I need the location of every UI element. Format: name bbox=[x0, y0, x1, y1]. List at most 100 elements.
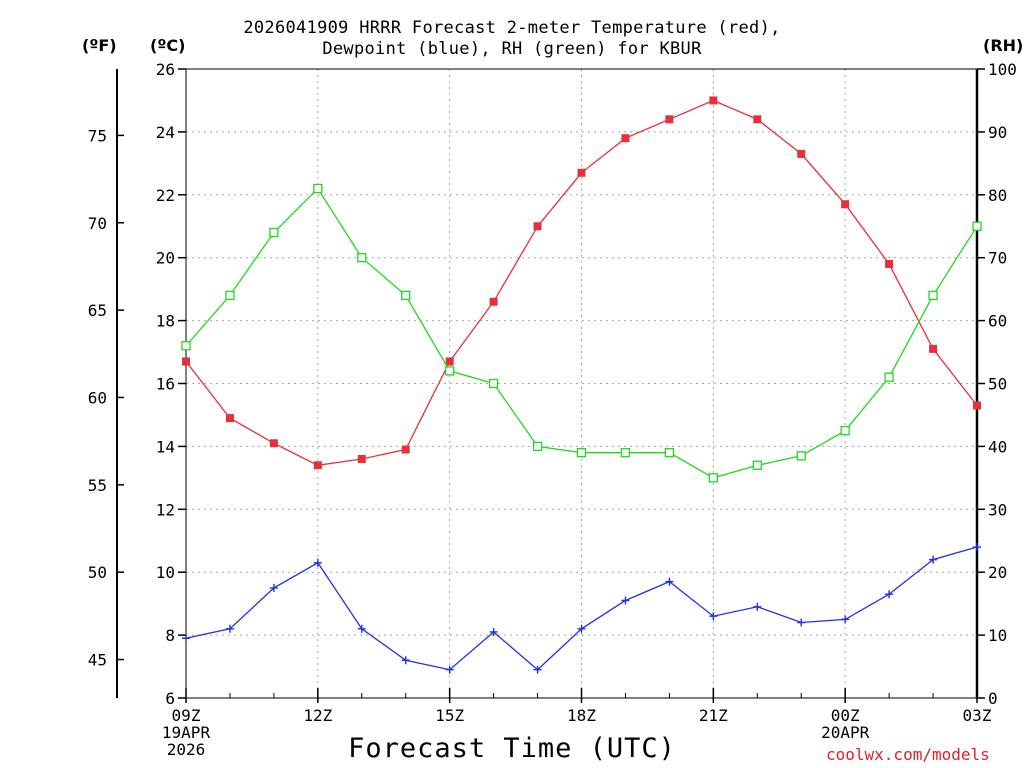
dewpoint-point bbox=[797, 618, 806, 627]
rh-tick-label: 40 bbox=[988, 437, 1007, 456]
temperature-point bbox=[357, 454, 366, 463]
temperature-point bbox=[401, 445, 410, 454]
dewpoint-point bbox=[885, 590, 894, 599]
temperature-line bbox=[185, 99, 978, 466]
rh-point bbox=[401, 290, 411, 301]
dewpoint-point bbox=[489, 627, 498, 636]
x-tick-label: 2026 bbox=[167, 740, 206, 759]
dewpoint-point bbox=[709, 612, 718, 621]
dewpoint-point bbox=[753, 602, 762, 611]
dewpoint-point bbox=[973, 543, 981, 552]
rh-point bbox=[488, 378, 499, 389]
dewpoint-point bbox=[577, 624, 586, 633]
rh-tick-label: 50 bbox=[988, 375, 1007, 394]
temperature-point bbox=[225, 414, 234, 423]
rh-tick-label: 10 bbox=[988, 626, 1007, 645]
rh-point bbox=[181, 341, 191, 351]
temperature-point bbox=[973, 401, 981, 410]
temperature-point bbox=[577, 168, 586, 177]
fahrenheit-tick-label: 65 bbox=[88, 301, 107, 320]
temperature-point bbox=[445, 357, 454, 366]
dewpoint-point bbox=[665, 577, 674, 586]
celsius-tick-label: 10 bbox=[156, 563, 175, 582]
dewpoint-point bbox=[401, 656, 410, 665]
temperature-point bbox=[489, 297, 498, 306]
rh-point bbox=[445, 366, 455, 376]
rh-point bbox=[313, 183, 323, 194]
rh-tick-label: 90 bbox=[988, 123, 1007, 142]
rh-point bbox=[796, 451, 806, 461]
rh-tick-label: 70 bbox=[988, 249, 1007, 268]
rh-tick-label: 0 bbox=[988, 689, 998, 708]
celsius-tick-label: 12 bbox=[156, 500, 175, 519]
rh-tick-label: 30 bbox=[988, 500, 1007, 519]
x-tick-label: 19APR bbox=[162, 723, 211, 742]
dewpoint-point bbox=[621, 596, 630, 605]
rh-point bbox=[576, 448, 587, 458]
fahrenheit-tick-label: 60 bbox=[88, 388, 107, 407]
dewpoint-point bbox=[313, 558, 322, 567]
temperature-point bbox=[797, 149, 806, 158]
fahrenheit-tick-label: 45 bbox=[88, 651, 107, 670]
rh-point bbox=[752, 460, 762, 470]
rh-point bbox=[708, 473, 718, 483]
celsius-tick-label: 8 bbox=[165, 626, 175, 645]
dewpoint-point bbox=[929, 555, 938, 564]
dewpoint-point bbox=[269, 583, 278, 592]
celsius-tick-label: 20 bbox=[156, 249, 175, 268]
temperature-point bbox=[753, 115, 762, 124]
rh-point bbox=[269, 227, 279, 238]
rh-point bbox=[664, 448, 675, 458]
celsius-tick-label: 24 bbox=[156, 123, 175, 142]
fahrenheit-tick-label: 70 bbox=[88, 214, 107, 233]
chart-title-line-1: 2026041909 HRRR Forecast 2-meter Tempera… bbox=[243, 18, 781, 38]
rh-point bbox=[532, 441, 543, 452]
temperature-point bbox=[269, 439, 278, 448]
celsius-tick-label: 26 bbox=[156, 60, 175, 79]
temperature-point bbox=[621, 134, 630, 143]
dewpoint-point bbox=[445, 665, 454, 674]
dewpoint-point bbox=[357, 624, 366, 633]
x-tick-label: 03Z bbox=[963, 706, 992, 725]
dewpoint-point bbox=[533, 665, 542, 674]
rh-unit-label: (RH) bbox=[983, 36, 1024, 55]
rh-point bbox=[840, 426, 850, 436]
celsius-tick-label: 22 bbox=[156, 186, 175, 205]
rh-tick-label: 20 bbox=[988, 563, 1007, 582]
celsius-unit-label: (ºC) bbox=[150, 36, 186, 55]
x-tick-label: 15Z bbox=[435, 706, 464, 725]
x-tick-label: 21Z bbox=[699, 706, 728, 725]
x-tick-label: 09Z bbox=[172, 706, 201, 725]
rh-point bbox=[225, 290, 235, 301]
credit-text: coolwx.com/models bbox=[826, 745, 990, 764]
x-tick-label: 00Z bbox=[831, 706, 860, 725]
fahrenheit-tick-label: 75 bbox=[88, 126, 107, 145]
temperature-point bbox=[182, 357, 190, 366]
celsius-tick-label: 14 bbox=[156, 437, 175, 456]
rh-point bbox=[620, 448, 631, 458]
rh-point bbox=[972, 221, 982, 231]
rh-tick-label: 80 bbox=[988, 186, 1007, 205]
temperature-point bbox=[533, 222, 542, 231]
temperature-point bbox=[885, 259, 894, 268]
chart-title-line-2: Dewpoint (blue), RH (green) for KBUR bbox=[322, 39, 702, 59]
fahrenheit-unit-label: (ºF) bbox=[82, 36, 117, 55]
fahrenheit-tick-label: 50 bbox=[88, 563, 107, 582]
rh-point bbox=[928, 290, 938, 301]
rh-point bbox=[357, 253, 367, 263]
x-axis-label: Forecast Time (UTC) bbox=[348, 733, 676, 764]
celsius-tick-label: 18 bbox=[156, 312, 175, 331]
rh-tick-label: 100 bbox=[988, 60, 1017, 79]
temperature-point bbox=[313, 461, 322, 470]
x-tick-label: 18Z bbox=[567, 706, 596, 725]
temperature-point bbox=[841, 200, 850, 209]
dewpoint-point bbox=[182, 634, 190, 643]
rh-point bbox=[884, 372, 894, 382]
temperature-point bbox=[665, 115, 674, 124]
temperature-point bbox=[929, 344, 938, 353]
temperature-point bbox=[709, 96, 718, 105]
fahrenheit-tick-label: 55 bbox=[88, 476, 107, 495]
celsius-tick-label: 16 bbox=[156, 375, 175, 394]
dewpoint-point bbox=[841, 615, 850, 624]
